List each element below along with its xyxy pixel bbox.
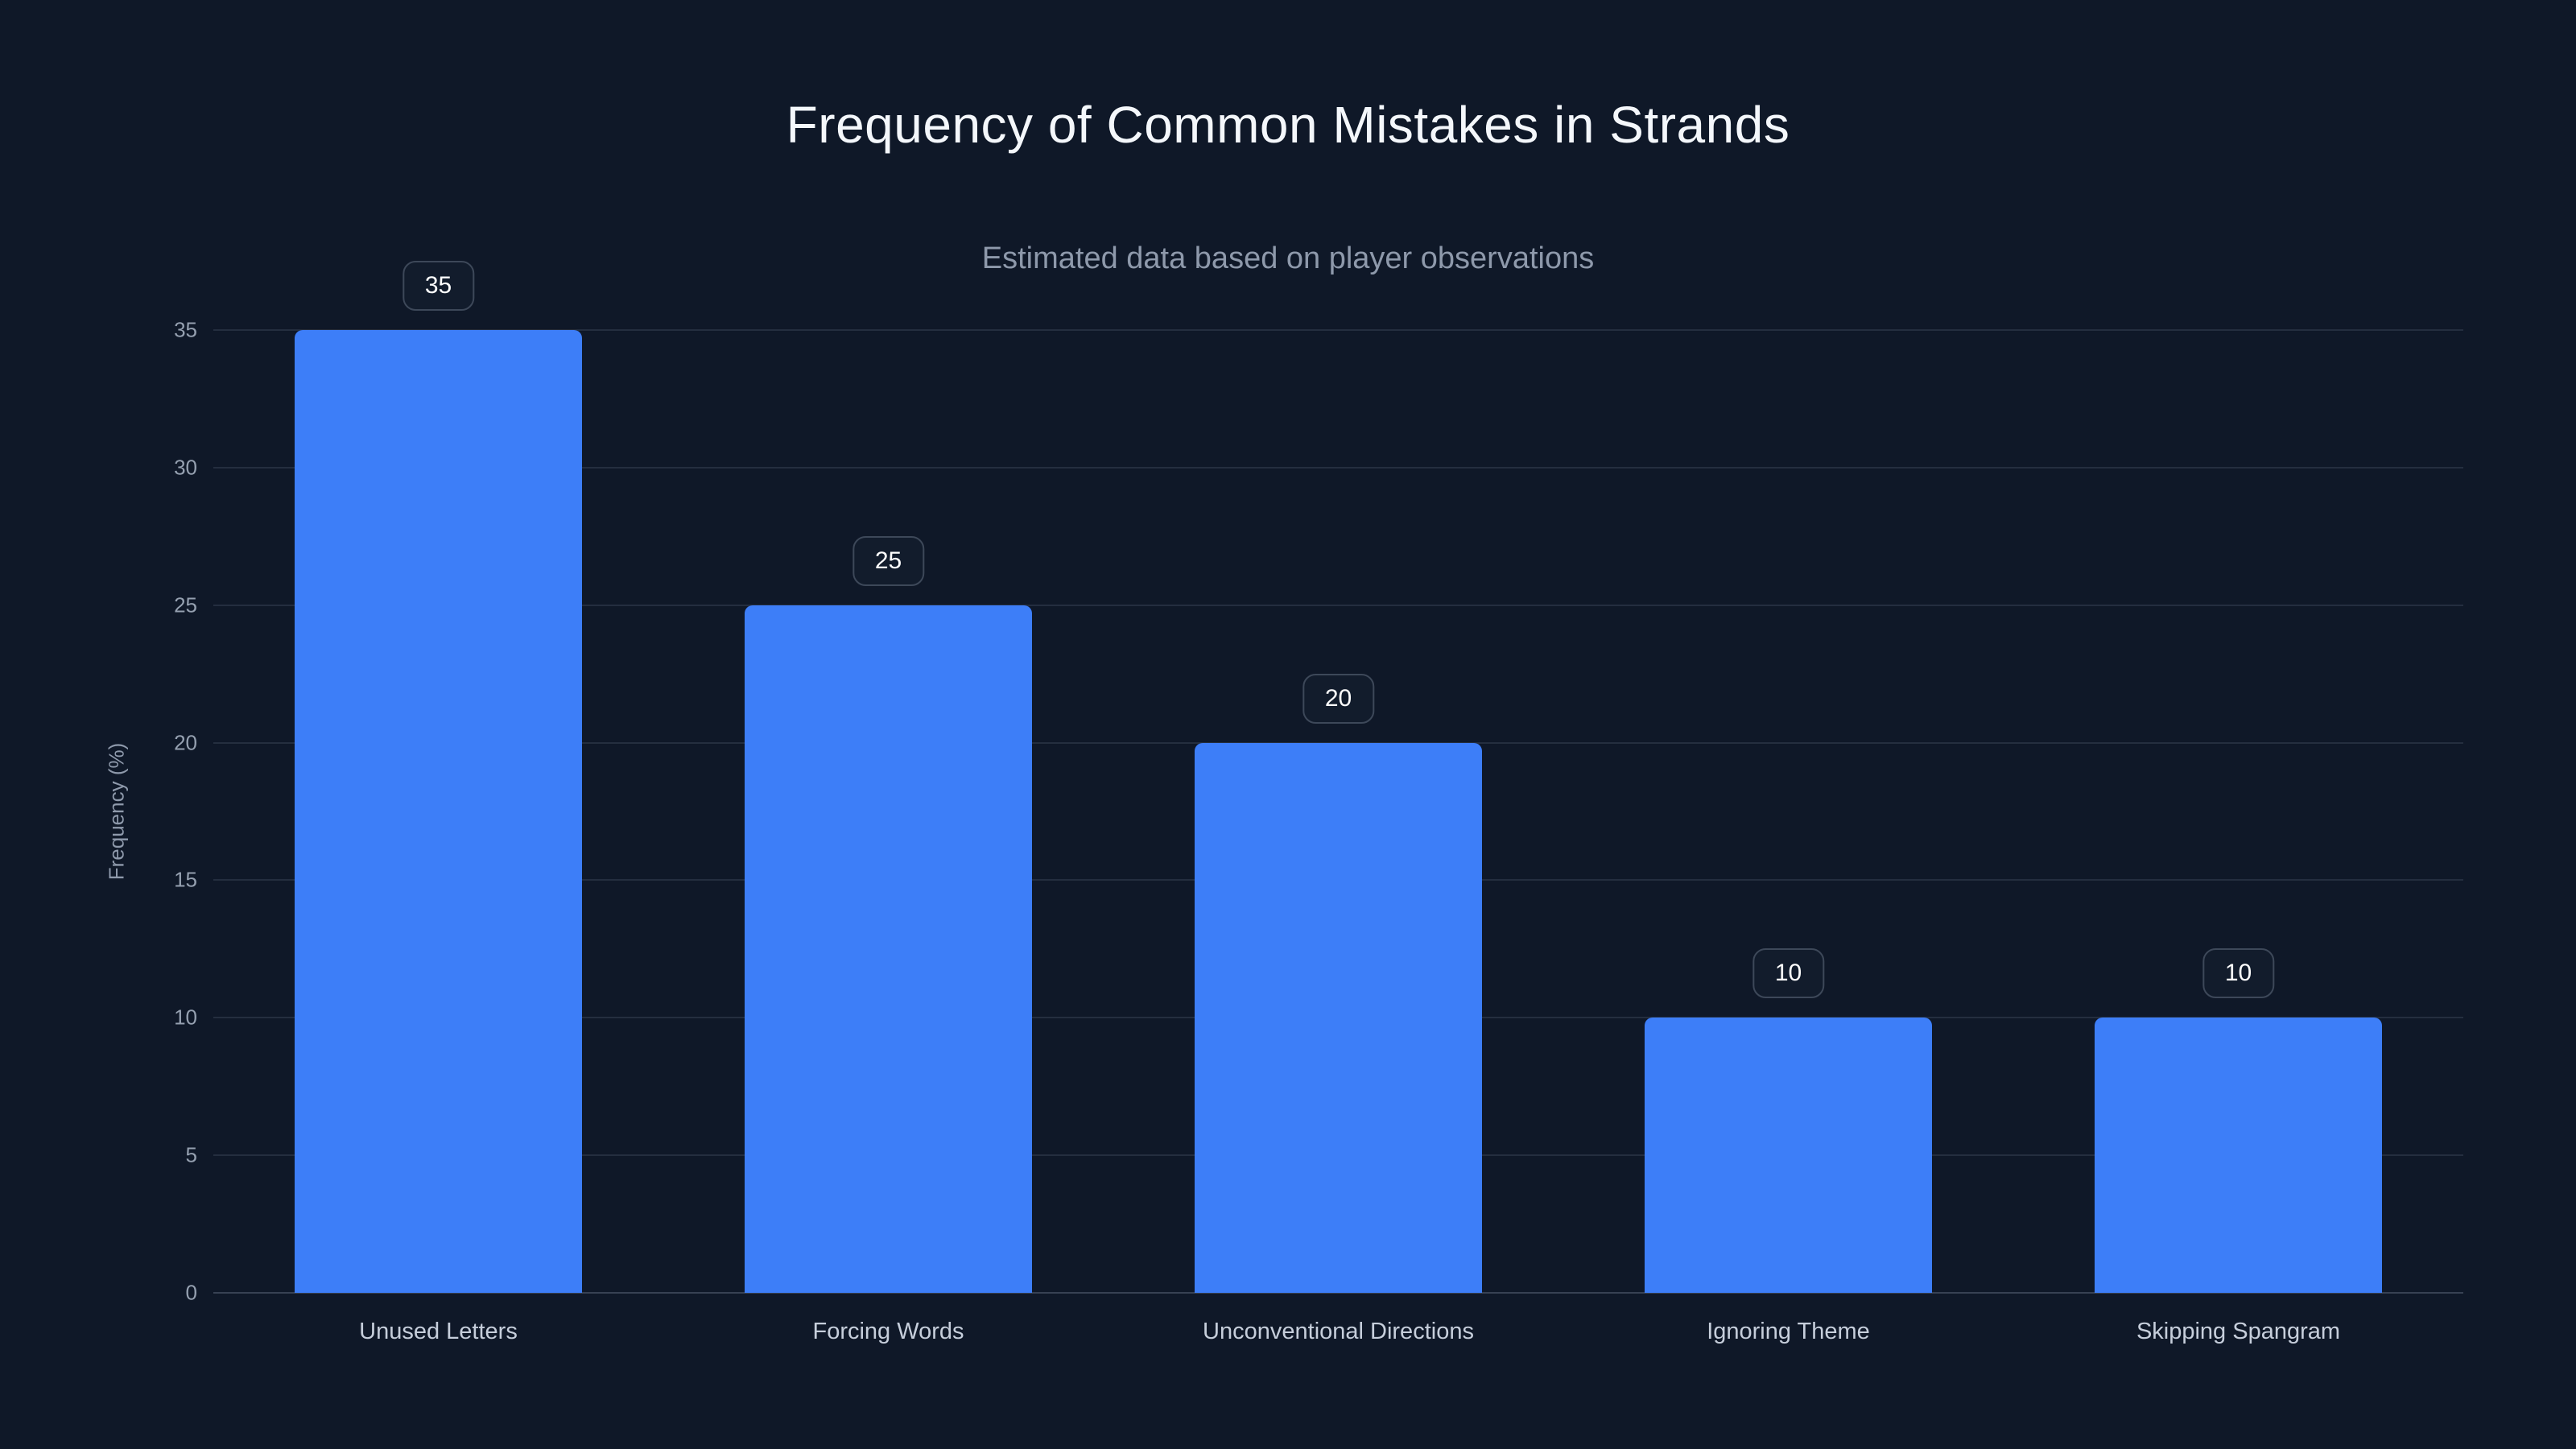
- value-label: 10: [2202, 948, 2275, 999]
- y-axis-label: Frequency (%): [104, 742, 129, 881]
- y-tick-label: 35: [174, 317, 197, 342]
- gridline: [213, 604, 2463, 606]
- gridline: [213, 1292, 2463, 1294]
- bar-chart-plot-area: 0 5 10 15 20 25 30 35 35 Unused Letters 25 Forcing …: [174, 261, 2463, 1344]
- bar-skipping-spangram[interactable]: [2094, 1018, 2383, 1293]
- value-label: 10: [1752, 948, 1825, 999]
- bar-ignoring-theme[interactable]: [1644, 1018, 1933, 1293]
- bar-unconventional-directions[interactable]: [1194, 742, 1483, 1293]
- y-tick-label: 5: [185, 1142, 197, 1167]
- bar-unused-letters[interactable]: [294, 330, 583, 1293]
- chart-title: Frequency of Common Mistakes in Strands: [786, 96, 1790, 154]
- y-tick-label: 15: [174, 867, 197, 892]
- value-label: 35: [402, 261, 475, 311]
- y-tick-label: 30: [174, 455, 197, 480]
- y-tick-label: 0: [185, 1280, 197, 1305]
- gridline: [213, 466, 2463, 469]
- y-tick-label: 20: [174, 730, 197, 755]
- value-label: 25: [852, 535, 925, 586]
- x-category-label: Forcing Words: [812, 1319, 964, 1344]
- value-label: 20: [1302, 673, 1375, 724]
- chart-subtitle: Estimated data based on player observati…: [981, 242, 1595, 275]
- x-category-label: Unconventional Directions: [1203, 1319, 1474, 1344]
- bar-forcing-words[interactable]: [744, 605, 1033, 1293]
- y-tick-label: 10: [174, 1005, 197, 1030]
- x-category-label: Skipping Spangram: [2136, 1319, 2341, 1344]
- x-category-label: Ignoring Theme: [1707, 1319, 1870, 1344]
- gridline: [213, 329, 2463, 331]
- x-category-label: Unused Letters: [359, 1319, 518, 1344]
- y-tick-label: 25: [174, 592, 197, 617]
